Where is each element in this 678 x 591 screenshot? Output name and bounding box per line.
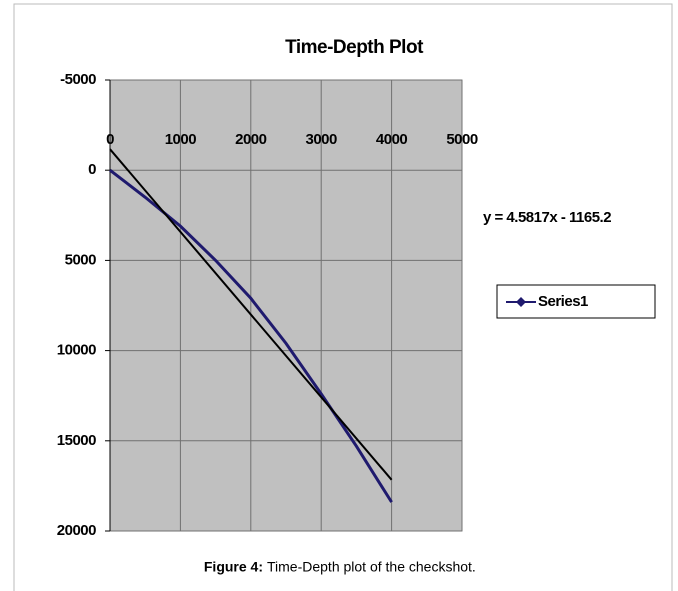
y-tick-label: 15000 [57, 432, 96, 449]
x-tick-label: 4000 [376, 131, 408, 148]
legend [496, 284, 656, 319]
y-tick-label: 20000 [57, 522, 96, 539]
legend-marker [516, 297, 526, 307]
x-tick-label: 1000 [165, 131, 197, 148]
y-tick-label: -5000 [60, 71, 96, 88]
x-tick-label: 3000 [306, 131, 338, 148]
x-tick-label: 2000 [235, 131, 267, 148]
caption: Time-Depth plot of the checkshot. [267, 559, 476, 575]
series-line [109, 169, 393, 503]
y-tick-label: 0 [88, 161, 96, 178]
chart-title: Time-Depth Plot [285, 37, 424, 58]
legend-label: Series1 [538, 293, 588, 310]
plot-area [109, 79, 463, 532]
y-tick-label: 5000 [65, 251, 97, 268]
trend-equation: y = 4.5817x - 1165.2 [483, 209, 611, 226]
x-tick-label: 5000 [446, 131, 478, 148]
y-tick-label: 10000 [57, 342, 96, 359]
caption-label: Figure 4: [204, 559, 263, 575]
trendline [109, 148, 393, 481]
frame [13, 3, 673, 591]
